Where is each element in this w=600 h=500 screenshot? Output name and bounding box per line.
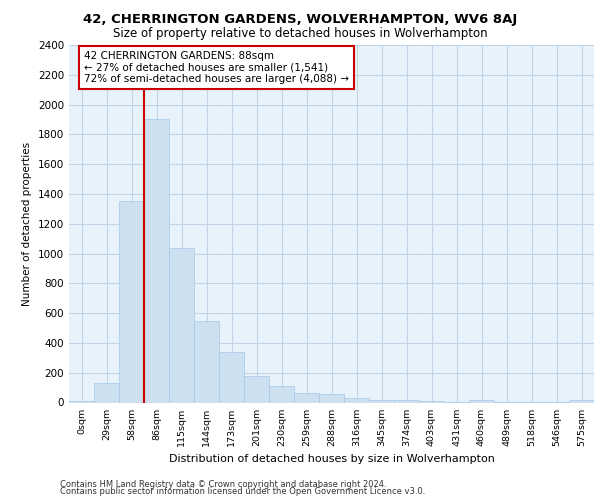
Bar (419, 401, 444, 402)
Bar (194, 320, 219, 402)
Bar (369, 400, 394, 402)
Bar (69, 401, 94, 402)
Bar (569, 400, 594, 402)
Bar (344, 398, 369, 402)
Text: Size of property relative to detached houses in Wolverhampton: Size of property relative to detached ho… (113, 28, 487, 40)
Bar (119, 202, 144, 402)
Y-axis label: Number of detached properties: Number of detached properties (22, 142, 32, 306)
Bar (169, 248, 194, 402)
Bar (469, 400, 494, 402)
Bar (319, 394, 344, 402)
Bar (394, 400, 419, 402)
Bar (244, 376, 269, 402)
X-axis label: Distribution of detached houses by size in Wolverhampton: Distribution of detached houses by size … (169, 454, 494, 464)
Bar (219, 352, 244, 403)
Bar (94, 383, 119, 402)
Text: 42, CHERRINGTON GARDENS, WOLVERHAMPTON, WV6 8AJ: 42, CHERRINGTON GARDENS, WOLVERHAMPTON, … (83, 12, 517, 26)
Text: Contains HM Land Registry data © Crown copyright and database right 2024.: Contains HM Land Registry data © Crown c… (60, 480, 386, 489)
Bar (269, 386, 294, 402)
Bar (144, 120, 169, 403)
Text: Contains public sector information licensed under the Open Government Licence v3: Contains public sector information licen… (60, 488, 425, 496)
Bar (294, 393, 319, 402)
Text: 42 CHERRINGTON GARDENS: 88sqm
← 27% of detached houses are smaller (1,541)
72% o: 42 CHERRINGTON GARDENS: 88sqm ← 27% of d… (84, 51, 349, 84)
